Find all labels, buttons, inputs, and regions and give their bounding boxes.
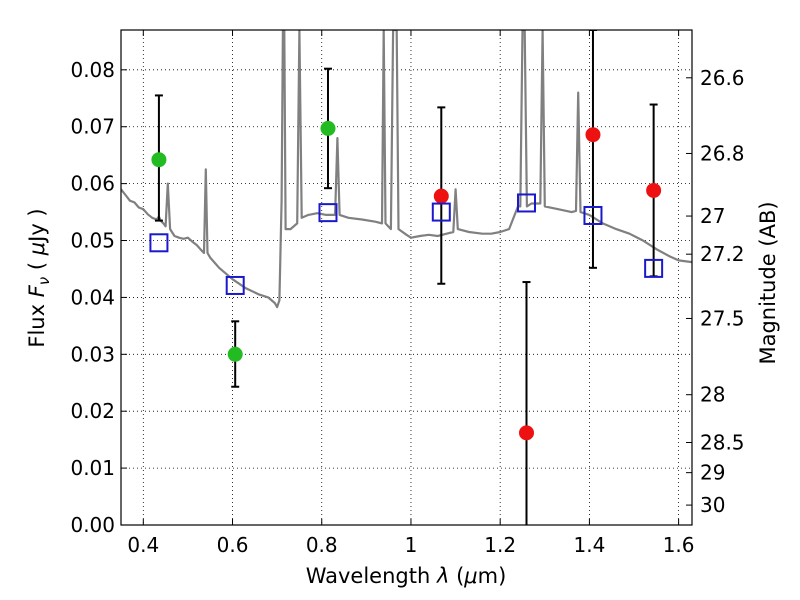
y-tick-label: 0.02: [70, 399, 115, 423]
x-axis-label: Wavelength λ (μm): [306, 564, 507, 588]
y-tick-label: 0.06: [70, 172, 115, 196]
observed-green-point: [320, 120, 336, 136]
x-tick-label: 1.4: [573, 533, 605, 557]
y-axis-label-symbol-nu: ν: [35, 277, 53, 285]
x-tick-label: 0.4: [127, 533, 159, 557]
y-axis-label-symbol-f: F: [25, 284, 49, 297]
x-axis-label-unit-open: (: [456, 564, 464, 588]
spectrum-layer: [121, 30, 692, 309]
y-axis-label-unit-mu: μ: [25, 242, 49, 256]
y2-tick-label: 27.2: [700, 242, 745, 266]
y-axis-label-unit-rest: Jy ): [25, 208, 49, 244]
x-tick-label: 0.6: [217, 533, 249, 557]
y2-tick-label: 26.6: [700, 66, 745, 90]
y-axis-label-unit-open: (: [25, 262, 49, 270]
y-tick-label: 0.07: [70, 115, 115, 139]
y-tick-label: 0.03: [70, 342, 115, 366]
spectrum-line: [121, 30, 692, 309]
y2-tick-label: 28.5: [700, 431, 745, 455]
y2-tick-label: 26.8: [700, 141, 745, 165]
axis-ticks: [121, 30, 692, 526]
observed-red-point: [433, 188, 449, 204]
y-axis-label-text: Flux: [25, 304, 49, 348]
observed-green-point: [151, 152, 167, 168]
plot-frame: [120, 29, 693, 526]
observed-green-point: [227, 346, 243, 362]
model-point: [318, 203, 338, 223]
tick-labels: 0.4 0.6 0.8 1 1.2 1.4 1.6 0.00 0.01 0.02 0.03 0.04 0…: [70, 58, 744, 557]
y-axis-label: Flux Fν ( μJy ): [25, 208, 53, 347]
x-axis-label-unit-mu: μ: [463, 564, 477, 588]
model-point: [149, 233, 169, 253]
x-tick-label: 1: [405, 533, 418, 557]
grid-lines: [121, 30, 692, 526]
y2-axis-label: Magnitude (AB): [756, 201, 780, 364]
y-tick-label: 0.01: [70, 456, 115, 480]
model-point: [431, 202, 451, 222]
y2-tick-label: 27: [700, 204, 725, 228]
x-axis-label-symbol: λ: [436, 564, 449, 588]
model-point: [583, 205, 603, 225]
y2-tick-label: 28: [700, 383, 725, 407]
observed-red-point: [646, 182, 662, 198]
model-point: [225, 275, 245, 295]
x-axis-label-unit-rest: m): [478, 564, 507, 588]
model-point: [644, 258, 664, 278]
model-point: [516, 193, 536, 213]
observed-red-point: [585, 127, 601, 143]
y-tick-label: 0.00: [70, 513, 115, 537]
x-tick-label: 1.6: [663, 533, 695, 557]
x-axis-label-text: Wavelength: [306, 564, 431, 588]
x-tick-label: 1.2: [484, 533, 516, 557]
observed-red-point: [518, 425, 534, 441]
data-markers: [149, 120, 664, 441]
y2-tick-label: 27.5: [700, 306, 745, 330]
y-tick-label: 0.04: [70, 285, 115, 309]
y2-tick-label: 30: [700, 493, 725, 517]
y-tick-label: 0.08: [70, 58, 115, 82]
y-tick-label: 0.05: [70, 229, 115, 253]
y2-tick-label: 29: [700, 461, 725, 485]
x-tick-label: 0.8: [306, 533, 338, 557]
